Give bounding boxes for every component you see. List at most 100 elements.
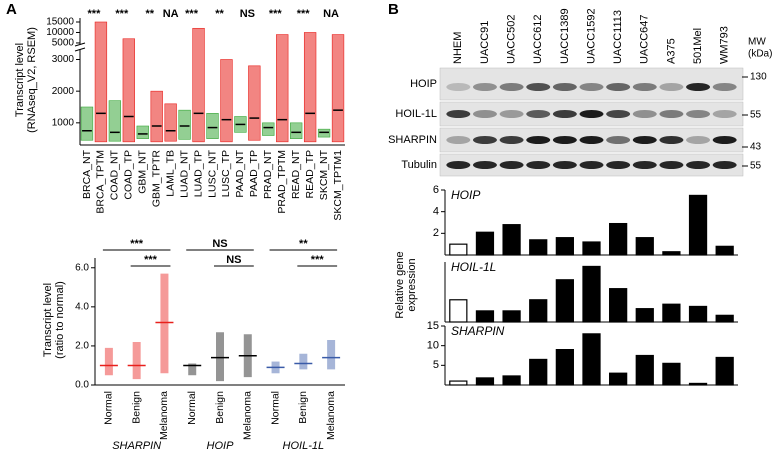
bar [502,310,521,323]
significance-label: *** [185,8,199,20]
x-tick-label: COAD_TP [123,150,135,200]
blot-band [712,83,737,91]
blot-band [579,83,604,91]
x-tick-label: COAD_NT [109,149,121,200]
mw-marker: 55 [750,110,762,121]
significance-label: *** [269,8,283,20]
blot-band [606,136,631,144]
bar [635,354,654,386]
x-tick-label: Benign [297,391,309,424]
bar [715,314,734,323]
y-tick-label: 5 [433,359,439,371]
blot-band [606,110,631,118]
significance-label: NA [163,8,179,20]
row-label: Tubulin [401,159,437,171]
point-cloud [303,32,317,143]
blot-band [686,83,711,91]
bar [555,279,574,323]
y-tick-label: 3000 [52,54,75,65]
significance-label: NS [240,8,255,20]
blot-band [552,110,577,118]
panel-letter: B [388,1,399,18]
significance-label: *** [130,238,144,250]
y-axis-label: (RNAseq_V2, RSEM) [26,27,38,133]
lane-label: UACC91 [479,21,491,64]
lane-label: UACC647 [639,14,651,64]
bar [475,377,495,386]
bar [662,303,681,323]
significance-label: ** [145,8,154,20]
axis-break [74,47,86,52]
lane-label: NHEM [452,32,464,64]
significance-label: *** [144,254,158,266]
bar [582,241,601,256]
mw-title: (kDa) [748,49,772,60]
bar [529,239,548,256]
lane-label: UACC502 [505,14,517,64]
blot-band [659,161,684,169]
bar [555,349,574,386]
mw-marker: 43 [750,142,762,153]
point-cloud [122,38,135,143]
significance-label: NS [212,238,227,250]
blot-band [472,83,497,91]
x-tick-label: PAAD_TP [248,150,260,197]
row-label: SHARPIN [388,134,437,146]
y-tick-label: 5000 [52,38,75,49]
bar [582,333,601,386]
blot-band [526,110,551,118]
x-tick-label: LUSC_NT [206,149,218,197]
x-tick-label: Normal [186,391,198,425]
row-label: HOIP [410,78,437,90]
bar [609,288,628,323]
y-tick-label: 6 [433,184,439,196]
lane-label: UACC1113 [612,10,624,64]
y-tick-label: 1000 [52,117,75,128]
bar [635,308,654,323]
x-tick-label: Melanoma [325,391,337,440]
significance-label: *** [88,8,102,20]
blot-band [446,161,471,169]
x-tick-label: LUAD_NT [178,149,190,197]
blot-band [552,83,577,91]
blot-band [659,110,684,118]
point-cloud [178,109,191,140]
bar [475,310,495,323]
blot-band [499,161,524,169]
bar [529,299,548,323]
axis-break [74,42,86,47]
blot-band [552,161,577,169]
bar [609,372,628,386]
y-tick-label: 2000 [52,86,75,97]
lane-label: UACC612 [532,14,544,64]
bar [449,299,468,323]
bar [582,265,601,323]
blot-band [659,136,684,144]
x-tick-label: Normal [103,391,115,425]
bar [662,362,681,386]
chart-title: SHARPIN [451,324,505,338]
point-cloud [220,59,233,143]
blot-band [499,83,524,91]
blot-band [712,161,737,169]
point-cloud [192,27,205,143]
bar [688,382,708,386]
blot-band [686,161,711,169]
x-tick-label: SKCM_NT [318,149,330,200]
lane-label: 501Mel [692,28,704,64]
significance-label: NA [323,8,339,20]
y-axis-label: (ratio to normal) [54,281,66,359]
y-tick-label: 2 [433,227,439,239]
point-cloud [206,113,219,139]
y-tick-label: 2.0 [75,341,89,352]
point-cloud [150,90,163,143]
blot-band [526,136,551,144]
x-tick-label: Benign [130,391,142,424]
significance-label: *** [297,8,311,20]
significance-label: ** [299,238,308,250]
bar [449,380,468,386]
bar [502,224,521,256]
blot-band [686,110,711,118]
point-cloud [276,34,289,143]
